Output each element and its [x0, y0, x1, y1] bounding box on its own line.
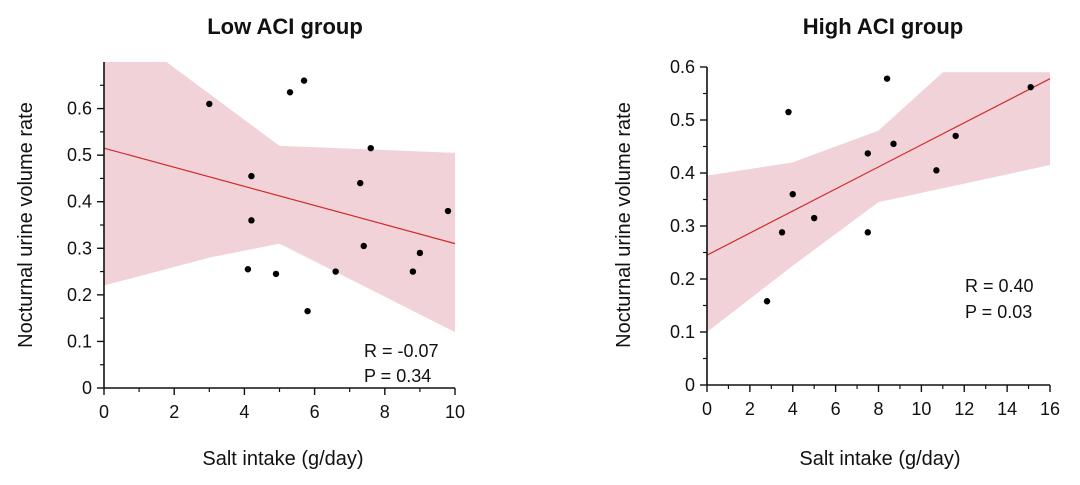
y-tick-label: 0.3	[67, 238, 92, 258]
data-point	[357, 179, 364, 187]
y-tick-label: 0.6	[670, 57, 695, 77]
regression-line	[706, 78, 1051, 256]
x-tick-label: 2	[169, 402, 179, 422]
x-tick-label: 0	[99, 402, 109, 422]
y-tick-label: 0.6	[67, 99, 92, 119]
data-point	[890, 140, 897, 148]
y-axis-label: Nocturnal urine volume rate	[15, 102, 37, 348]
data-point	[864, 150, 871, 157]
data-point	[409, 268, 417, 275]
chart-title: High ACI group	[803, 14, 964, 39]
data-point	[810, 214, 818, 222]
data-point	[1027, 83, 1034, 91]
y-tick-label: 0.4	[670, 163, 695, 183]
confidence-band	[707, 72, 1050, 333]
x-tick-label: 2	[745, 399, 755, 419]
x-tick-label: 4	[239, 402, 249, 422]
x-tick-label: 8	[873, 399, 883, 419]
data-point	[952, 132, 959, 140]
x-tick-label: 10	[911, 399, 931, 419]
data-point	[300, 77, 308, 84]
data-point	[206, 100, 213, 108]
data-point	[933, 167, 940, 174]
data-point	[785, 108, 792, 116]
y-tick-label: 0	[685, 375, 695, 395]
high-aci-panel: High ACI group 0 0.1 0.2 0.3 0.4 0.5 0.6 0 2 4 6 8 1…	[613, 14, 1060, 470]
regression-line	[103, 147, 456, 245]
data-point	[444, 207, 452, 215]
x-tick-label: 16	[1040, 399, 1060, 419]
p-value-label: P = 0.03	[965, 302, 1032, 322]
data-point	[304, 307, 311, 315]
data-point	[248, 172, 255, 180]
chart-title: Low ACI group	[207, 14, 363, 39]
plot-area: 0 0.1 0.2 0.3 0.4 0.5 0.6 0 2 4 6 8 10 12 14 16	[670, 57, 1060, 419]
data-point	[416, 249, 424, 257]
data-point	[248, 217, 255, 224]
y-axis-label: Nocturnal urine volume rate	[613, 102, 635, 348]
data-point	[367, 144, 374, 152]
x-axis-label: Salt intake (g/day)	[799, 448, 960, 470]
x-tick-label: 4	[788, 399, 798, 419]
data-point	[864, 229, 871, 236]
y-tick-label: 0.5	[67, 145, 92, 165]
x-axis-label: Salt intake (g/day)	[202, 448, 363, 470]
y-tick-label: 0	[82, 378, 92, 398]
data-point	[272, 270, 280, 278]
p-value-label: P = 0.34	[364, 366, 431, 386]
data-point	[244, 266, 252, 273]
low-aci-panel: Low ACI group 0 0.1 0.2 0.3 0.4 0.5 0.6 0 2 4 6 8 10…	[15, 14, 465, 470]
x-tick-label: 0	[702, 399, 712, 419]
confidence-band	[104, 62, 455, 333]
x-tick-label: 6	[831, 399, 841, 419]
data-point	[286, 89, 294, 96]
x-tick-label: 10	[445, 402, 465, 422]
plot-area: 0 0.1 0.2 0.3 0.4 0.5 0.6 0 2 4 6 8 10	[67, 62, 465, 422]
data-point	[332, 268, 339, 275]
data-point	[789, 191, 796, 198]
data-point	[778, 229, 786, 236]
y-tick-label: 0.5	[670, 110, 695, 130]
x-tick-label: 12	[954, 399, 974, 419]
x-tick-label: 6	[310, 402, 320, 422]
y-tick-label: 0.2	[670, 269, 695, 289]
r-value-label: R = -0.07	[364, 341, 439, 361]
x-tick-label: 14	[997, 399, 1017, 419]
data-point	[883, 75, 891, 82]
data-point	[763, 298, 771, 305]
y-tick-label: 0.4	[67, 192, 92, 212]
y-tick-label: 0.1	[67, 331, 92, 351]
r-value-label: R = 0.40	[965, 276, 1034, 296]
y-tick-label: 0.2	[67, 285, 92, 305]
y-tick-label: 0.1	[670, 322, 695, 342]
x-tick-label: 8	[380, 402, 390, 422]
y-tick-label: 0.3	[670, 216, 695, 236]
data-point	[360, 242, 367, 250]
